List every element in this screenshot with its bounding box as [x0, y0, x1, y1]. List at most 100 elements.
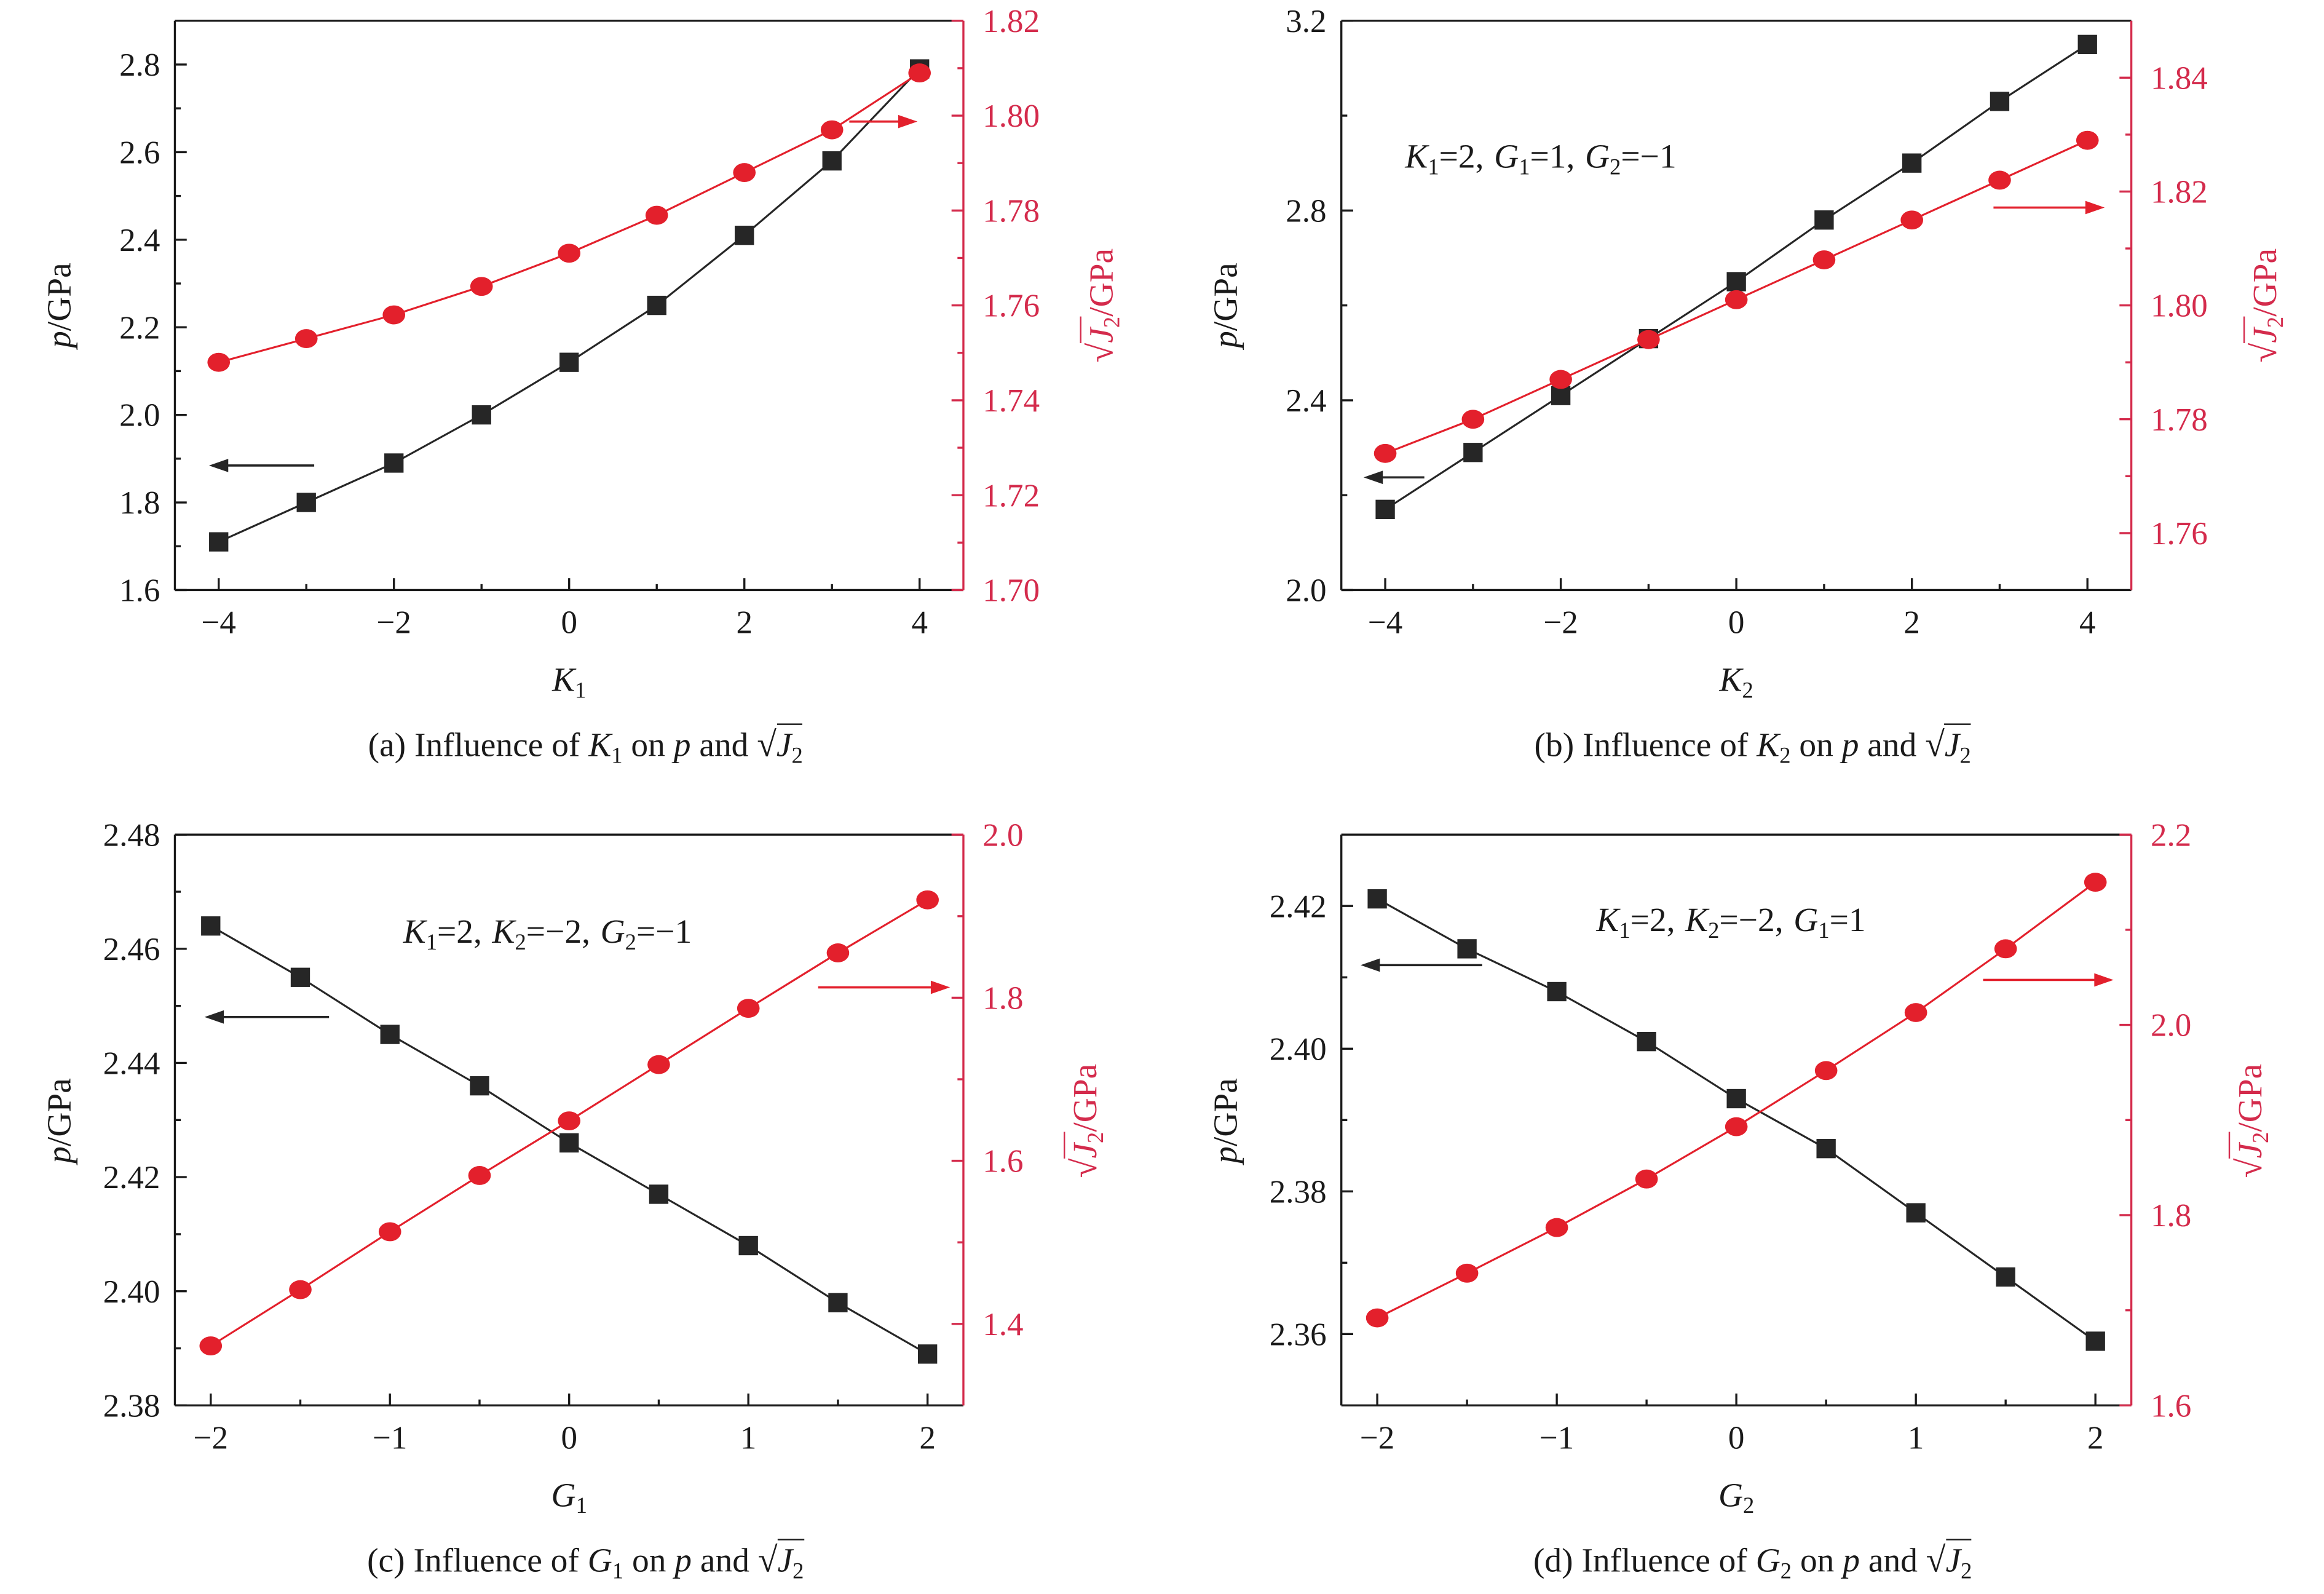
- x-tick-label: −1: [373, 1420, 407, 1456]
- data-point-circle: [1637, 330, 1660, 349]
- y-axis-unit: /GPa: [1083, 248, 1120, 317]
- panel-c: −2 −1 0 1 2 2.38 2.40 2.42 2.44 2.46 2.48 1.4 1.6 1.8…: [103, 817, 1024, 1456]
- caption-symbol-j: J: [777, 1542, 793, 1579]
- parameter-value: =2,: [1630, 901, 1675, 938]
- parameter-symbol: K: [1405, 138, 1428, 175]
- caption-word: on: [631, 1542, 666, 1579]
- panel-caption: (a) Influence of K1 on p and √J2: [368, 723, 803, 767]
- data-point-square: [647, 295, 666, 315]
- data-point-circle: [737, 999, 760, 1018]
- y-right-tick-label: 1.84: [2151, 60, 2208, 96]
- y-left-tick-label: 2.44: [103, 1046, 160, 1082]
- y-axis-unit: /GPa: [2246, 248, 2284, 317]
- parameter-annotation: K1=2, G1=1, G2=−1: [1405, 140, 1686, 179]
- data-point-square: [1367, 889, 1387, 909]
- caption-variable-subscript: 1: [612, 1558, 624, 1584]
- parameter-subscript: 2: [515, 930, 526, 956]
- data-point-square: [2085, 1331, 2105, 1351]
- panel-caption: (c) Influence of G1 on p and √J2: [367, 1539, 804, 1584]
- x-axis-symbol: G: [551, 1477, 576, 1514]
- y-left-tick-label: 2.4: [1286, 383, 1326, 419]
- x-axis-subscript: 1: [575, 678, 587, 704]
- arrow-head: [930, 980, 951, 994]
- data-point-square: [290, 967, 310, 987]
- axis-indicator-arrow-icon: [1993, 200, 2105, 215]
- y-axis-unit: /GPa: [1207, 263, 1244, 331]
- parameter-symbol: G: [1585, 138, 1610, 175]
- data-point-square: [1551, 386, 1571, 405]
- x-tick-label: 4: [911, 605, 928, 640]
- parameter-subscript: 1: [1428, 155, 1439, 181]
- data-point-circle: [378, 1222, 401, 1242]
- caption-word: on: [1800, 1542, 1835, 1579]
- radicand: J2: [2243, 316, 2289, 343]
- x-axis-label: G2: [1718, 1478, 1754, 1517]
- data-point-circle: [2084, 873, 2107, 892]
- parameter-value: =−1: [1621, 138, 1677, 175]
- data-point-circle: [207, 352, 231, 372]
- y-left-tick-label: 2.8: [119, 47, 160, 83]
- y-left-tick-label: 2.6: [119, 135, 160, 170]
- y-right-tick-label: 1.8: [982, 980, 1023, 1016]
- arrow-head: [1363, 470, 1383, 485]
- y-axis-subscript: 2: [1100, 316, 1126, 328]
- axis-indicator-arrow-icon: [208, 459, 315, 472]
- caption-word: and: [700, 1542, 749, 1579]
- parameter-value: =2,: [1439, 138, 1484, 175]
- y-axis-symbol: J: [1083, 328, 1120, 343]
- y-left-tick-label: 2.4: [119, 223, 160, 258]
- parameter-subscript: 1: [1818, 918, 1830, 944]
- data-point-circle: [1988, 170, 2011, 190]
- y-right-tick-label: 1.78: [982, 193, 1040, 229]
- data-point-square: [1547, 981, 1567, 1002]
- parameter: G1=1: [1793, 902, 1865, 942]
- y-axis-symbol: p: [41, 1145, 78, 1163]
- data-point-circle: [1461, 410, 1485, 429]
- data-point-circle: [1366, 1308, 1389, 1328]
- data-point-square: [2077, 34, 2097, 54]
- y-right-tick-label: 1.82: [2151, 175, 2208, 210]
- data-point-square: [1375, 499, 1395, 519]
- x-tick-label: −2: [1543, 605, 1578, 640]
- parameter: K2=−2,: [1685, 901, 1783, 942]
- data-point-circle: [733, 163, 756, 183]
- parameter-value: =1,: [1530, 138, 1575, 175]
- y-axis-label-left: p/GPa: [41, 1077, 78, 1163]
- caption-variable: K: [1757, 726, 1780, 764]
- x-axis-symbol: G: [1718, 1477, 1744, 1514]
- parameter-subscript: 2: [1708, 918, 1720, 944]
- x-tick-label: −4: [1368, 605, 1402, 640]
- y-right-tick-label: 1.70: [982, 573, 1040, 609]
- parameter-subscript: 2: [1610, 155, 1621, 181]
- parameter-symbol: K: [1685, 901, 1709, 938]
- x-tick-label: 4: [2079, 605, 2096, 640]
- data-point-circle: [645, 205, 668, 225]
- data-point-square: [1463, 443, 1483, 462]
- radical-sign: √: [1066, 1157, 1105, 1178]
- caption-variable-subscript: 2: [1780, 1558, 1792, 1584]
- caption-variable: G: [1755, 1542, 1781, 1579]
- radicand: J2: [1944, 723, 1971, 767]
- y-left-tick-label: 3.2: [1286, 4, 1326, 39]
- x-tick-label: −2: [377, 605, 411, 640]
- y-axis-label-right: √J2/GPa: [1080, 248, 1126, 362]
- data-point-circle: [1900, 210, 1924, 230]
- radical-sign: √: [2231, 1157, 2271, 1178]
- data-point-circle: [468, 1166, 491, 1185]
- x-axis-subscript: 1: [575, 1493, 587, 1519]
- radical-sign: √: [2246, 343, 2285, 363]
- y-axis-symbol: J: [2231, 1142, 2269, 1158]
- data-point-circle: [289, 1280, 312, 1299]
- data-point-square: [1990, 92, 2010, 111]
- y-axis-subscript: 2: [2248, 1131, 2274, 1143]
- y-left-tick-label: 2.42: [103, 1160, 160, 1196]
- caption-symbol-p: p: [1843, 1542, 1860, 1579]
- axis-indicator-arrow-icon: [849, 114, 918, 129]
- y-axis-subscript: 2: [2263, 316, 2289, 328]
- y-axis-symbol: J: [2246, 328, 2284, 343]
- data-point-circle: [558, 244, 581, 263]
- y-left-tick-label: 1.6: [119, 573, 160, 609]
- caption-word: on: [1799, 726, 1833, 764]
- data-point-square: [559, 1133, 579, 1153]
- y-axis-symbol: p: [1207, 331, 1244, 348]
